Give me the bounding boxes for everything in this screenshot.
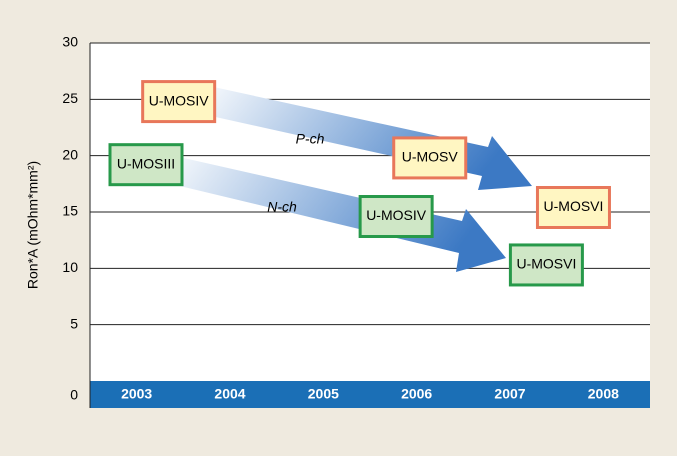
node-box xyxy=(108,143,184,187)
y-tick-label: 30 xyxy=(62,34,78,50)
node-box xyxy=(358,195,434,239)
node-box xyxy=(508,243,584,287)
y-tick-label: 0 xyxy=(70,387,78,403)
x-tick-label: 2007 xyxy=(494,386,525,402)
y-tick-label: 25 xyxy=(62,90,78,106)
y-axis-label: Ron*A (mOhm*mm²) xyxy=(25,161,41,289)
node-label: U-MOSIV xyxy=(366,207,427,223)
node-box xyxy=(535,185,611,229)
y-tick-label: 15 xyxy=(62,203,78,219)
node-label: U-MOSV xyxy=(402,149,459,165)
node-label: U-MOSVI xyxy=(544,198,604,214)
node-box xyxy=(141,80,217,124)
x-tick-label: 2003 xyxy=(121,386,152,402)
y-tick-label: 5 xyxy=(70,315,78,331)
node-label: U-MOSIV xyxy=(149,92,210,108)
y-tick-label: 10 xyxy=(62,259,78,275)
series-label: P-ch xyxy=(296,131,325,147)
node-box xyxy=(392,136,468,180)
series-label: N-ch xyxy=(267,199,297,215)
y-tick-label: 20 xyxy=(62,146,78,162)
x-tick-label: 2008 xyxy=(588,386,619,402)
year-band xyxy=(90,381,650,408)
x-tick-label: 2004 xyxy=(214,386,245,402)
node-label: U-MOSVI xyxy=(516,256,576,272)
x-tick-label: 2005 xyxy=(308,386,339,402)
arrow xyxy=(159,154,506,272)
node-label: U-MOSIII xyxy=(117,155,175,171)
x-tick-label: 2006 xyxy=(401,386,432,402)
